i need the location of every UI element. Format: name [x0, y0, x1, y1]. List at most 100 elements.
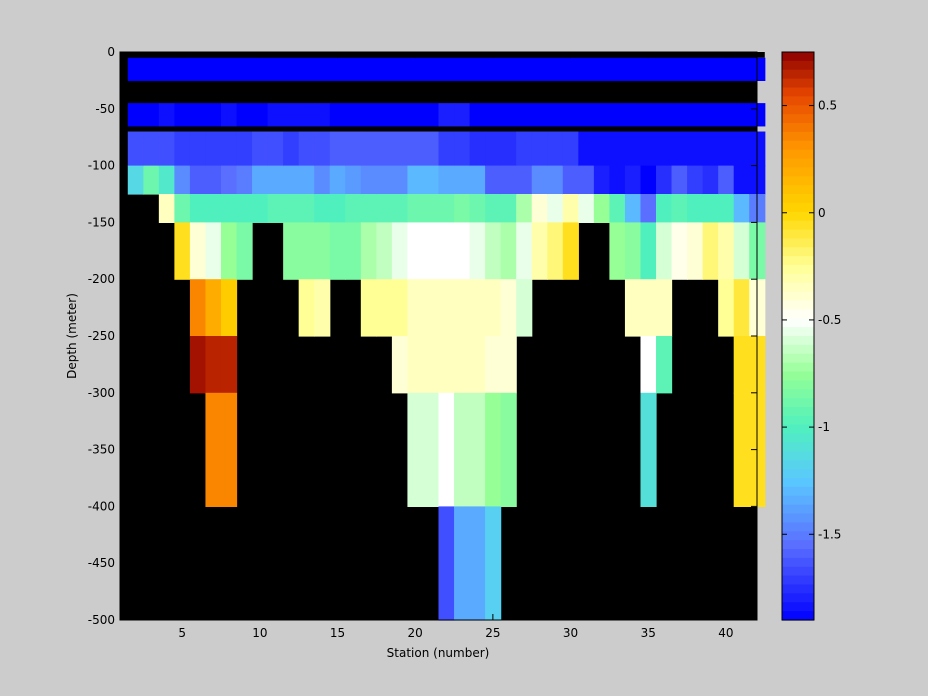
heatmap-cell	[454, 392, 471, 507]
heatmap-cell	[687, 165, 704, 195]
heatmap-cell	[500, 103, 517, 127]
y-tick-label: -500	[88, 613, 115, 627]
heatmap-cell	[624, 57, 642, 81]
heatmap-cell	[205, 131, 222, 167]
colorbar-stripe	[782, 220, 814, 231]
heatmap-cell	[547, 194, 564, 223]
heatmap-cell	[314, 131, 331, 167]
x-tick-label: 10	[252, 626, 267, 640]
heatmap-cell	[391, 131, 409, 167]
heatmap-cell	[314, 194, 331, 223]
heatmap-cell	[189, 131, 207, 167]
heatmap-cell	[422, 165, 440, 195]
colorbar-stripe	[782, 371, 814, 381]
heatmap-cell	[127, 165, 144, 195]
heatmap-cell	[500, 222, 517, 280]
heatmap-cell	[531, 165, 548, 195]
heatmap-cell	[252, 194, 269, 223]
heatmap-cell	[220, 165, 238, 195]
heatmap-cell	[422, 57, 440, 81]
heatmap-cell	[500, 392, 517, 507]
heatmap-cell	[220, 279, 238, 337]
heatmap-cell	[205, 336, 222, 394]
heatmap-cell	[252, 165, 269, 195]
colorbar-stripe	[782, 176, 814, 186]
heatmap-cell	[391, 336, 409, 394]
heatmap-cell	[422, 336, 440, 394]
heatmap-cell	[656, 103, 673, 127]
heatmap-cell	[376, 222, 393, 280]
heatmap-cell	[469, 103, 486, 127]
colorbar-stripe	[782, 318, 814, 328]
heatmap-cell	[733, 222, 750, 280]
heatmap-cell	[438, 222, 455, 280]
heatmap-cell	[485, 103, 502, 127]
heatmap-cell	[345, 57, 362, 81]
colorbar-frame	[781, 51, 815, 621]
heatmap-cell	[174, 57, 191, 81]
heatmap-cell	[516, 57, 533, 81]
heatmap-cell	[205, 194, 222, 223]
colorbar-stripe	[782, 584, 814, 594]
heatmap-cell	[360, 103, 377, 127]
heatmap-cell	[640, 165, 657, 195]
colorbar: 0.5 0 -0.5 -1 -1.5	[781, 51, 841, 621]
heatmap-cell	[283, 103, 300, 127]
heatmap-cell	[624, 194, 642, 223]
heatmap-cell	[329, 103, 346, 127]
colorbar-stripe	[782, 185, 814, 195]
heatmap-cell	[174, 194, 191, 223]
heatmap-cell	[687, 222, 704, 280]
heatmap-cell	[640, 279, 657, 337]
heatmap-cell	[516, 279, 533, 337]
heatmap-cell	[718, 103, 735, 127]
heatmap-cell	[531, 222, 548, 280]
heatmap-cell	[656, 222, 673, 280]
heatmap-cell	[547, 57, 564, 81]
heatmap-cell	[485, 279, 502, 337]
heatmap-cell	[252, 131, 269, 167]
heatmap-cell	[469, 336, 486, 394]
x-tick-label: 15	[330, 626, 345, 640]
colorbar-stripe	[782, 60, 814, 71]
heatmap-cell	[609, 165, 626, 195]
heatmap-cell	[718, 279, 735, 337]
heatmap-cell	[345, 103, 362, 127]
colorbar-stripe	[782, 513, 814, 523]
heatmap-cell	[298, 222, 315, 280]
y-tick-label: -50	[95, 102, 115, 116]
heatmap-cell	[438, 131, 455, 167]
heatmap-cell	[624, 165, 642, 195]
heatmap-cell	[718, 131, 735, 167]
heatmap-cell	[671, 103, 688, 127]
colorbar-stripe	[782, 415, 814, 426]
heatmap-cell	[454, 103, 471, 127]
heatmap-cell	[189, 279, 207, 337]
heatmap-cell	[298, 165, 315, 195]
heatmap-cell	[345, 222, 362, 280]
colorbar-stripe	[782, 52, 814, 62]
heatmap-cell	[438, 392, 455, 507]
y-axis-ticks: 0 -50 -100 -150 -200 -250 -300 -350 -400 -450 -500	[88, 45, 757, 627]
heatmap-cell	[687, 103, 704, 127]
heatmap-cell	[220, 336, 238, 394]
heatmap-cell	[345, 131, 362, 167]
colorbar-stripe	[782, 194, 814, 204]
heatmap-cell	[687, 57, 704, 81]
heatmap-cell	[314, 57, 331, 81]
colorbar-stripe	[782, 202, 814, 213]
heatmap-cell	[593, 165, 611, 195]
heatmap-cell	[205, 57, 222, 81]
heatmap-cell	[391, 57, 409, 81]
heatmap-cell	[189, 194, 207, 223]
heatmap-cell	[236, 222, 253, 280]
heatmap-cell	[158, 165, 175, 195]
heatmap-cell	[656, 336, 673, 394]
heatmap-cell	[174, 103, 191, 127]
heatmap-cell	[158, 57, 175, 81]
x-tick-label: 25	[485, 626, 500, 640]
heatmap-cell	[438, 194, 455, 223]
heatmap-cell	[702, 131, 719, 167]
heatmap-cell	[578, 57, 595, 81]
heatmap-cell	[547, 222, 564, 280]
